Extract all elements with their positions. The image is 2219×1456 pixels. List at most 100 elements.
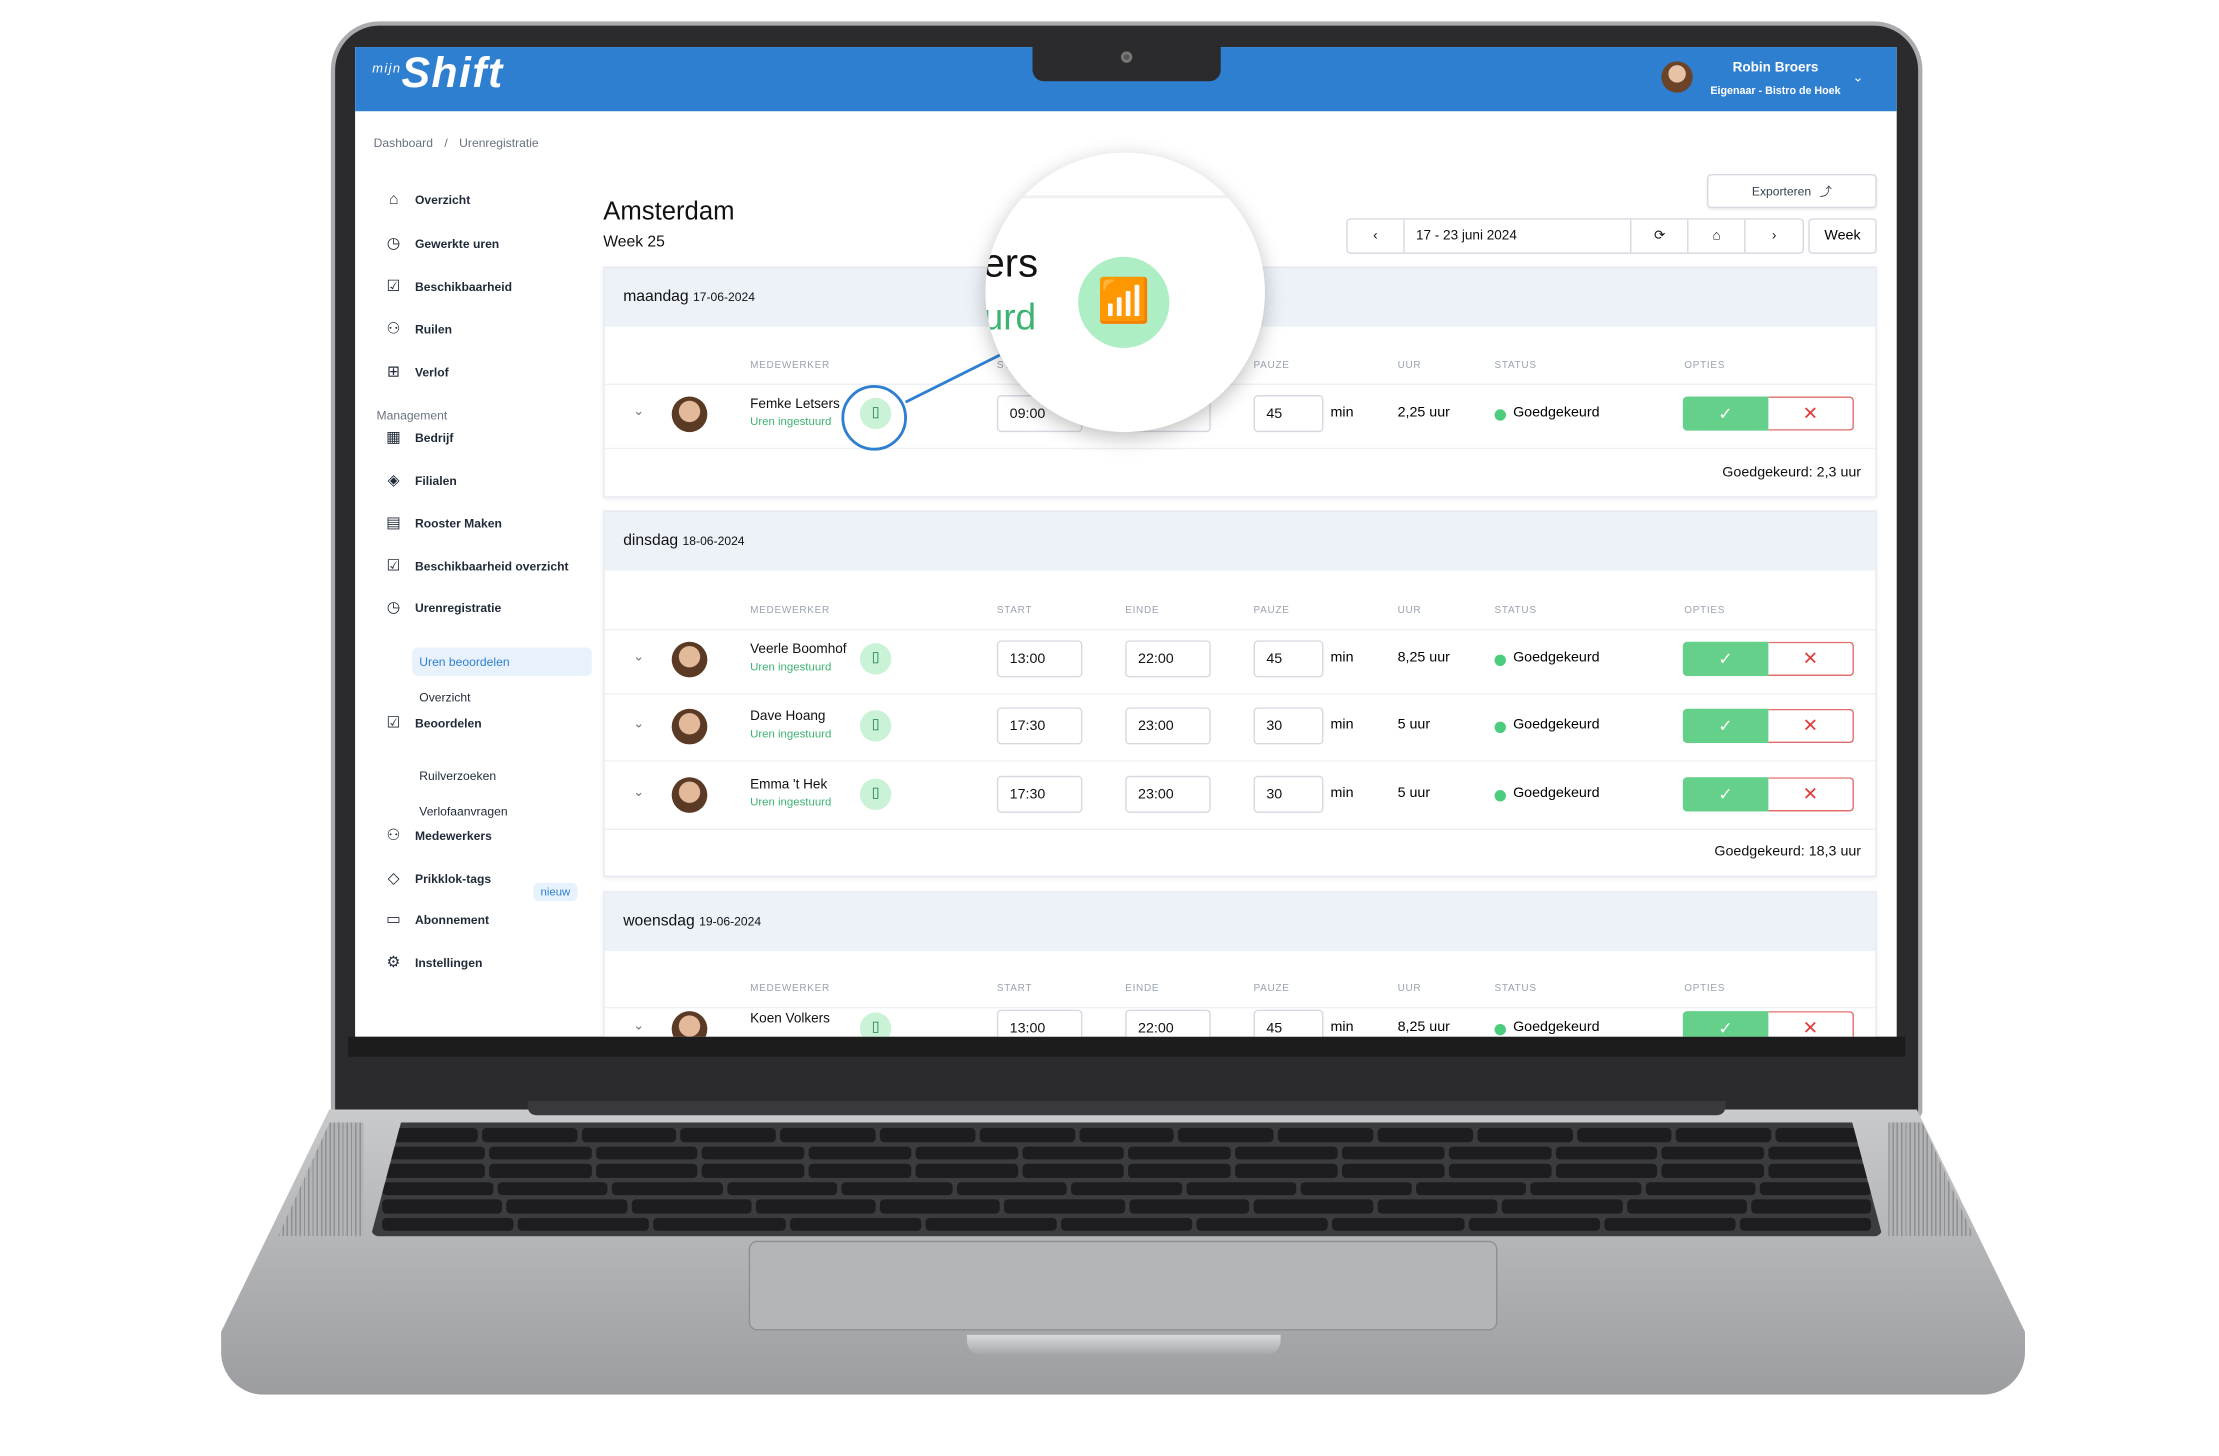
sidebar-item-rooster-maken[interactable]: ▤ Rooster Maken bbox=[384, 513, 502, 532]
pause-input[interactable]: 45 bbox=[1253, 1009, 1324, 1037]
approve-button[interactable]: ✓ bbox=[1682, 1011, 1769, 1037]
key bbox=[1477, 1128, 1573, 1142]
chevron-down-icon[interactable]: ⌄ bbox=[633, 715, 644, 731]
key bbox=[1768, 1163, 1871, 1178]
nfc-tag-icon: ▯ bbox=[859, 710, 892, 742]
export-button[interactable]: Exporteren ⤴ bbox=[1707, 173, 1877, 209]
employee-name[interactable]: Koen Volkers bbox=[750, 1011, 830, 1027]
sidebar-item-label: Beschikbaarheid bbox=[414, 278, 513, 294]
new-badge: nieuw bbox=[533, 882, 578, 902]
pause-unit: min bbox=[1330, 405, 1354, 421]
chevron-down-icon[interactable]: ⌄ bbox=[633, 784, 644, 799]
hours-value: 8,25 uur bbox=[1397, 650, 1450, 666]
pause-input[interactable]: 45 bbox=[1253, 395, 1324, 433]
day-total: Goedgekeurd: 18,3 uur bbox=[1714, 844, 1862, 860]
reject-button[interactable]: ✕ bbox=[1768, 641, 1854, 676]
start-time-input[interactable]: 17:30 bbox=[996, 775, 1083, 813]
end-time-input[interactable]: 23:00 bbox=[1125, 775, 1211, 813]
chevron-down-icon[interactable]: ⌄ bbox=[633, 403, 644, 418]
view-select[interactable]: Week bbox=[1808, 218, 1877, 254]
key bbox=[1377, 1128, 1473, 1142]
chevron-down-icon[interactable]: ⌄ bbox=[633, 1018, 644, 1033]
checkbox-icon: ☑ bbox=[386, 278, 401, 296]
breadcrumb-dashboard[interactable]: Dashboard bbox=[373, 135, 433, 150]
sidebar-item-abonnement[interactable]: ▭ Abonnement bbox=[384, 910, 489, 928]
sidebar-item-beoordelen[interactable]: ☑ Beoordelen bbox=[384, 713, 482, 731]
sidebar-item-ruilen[interactable]: ⚇ Ruilen bbox=[384, 319, 452, 338]
table-row: ⌄ Dave Hoang Uren ingestuurd ▯ 17:30 23:… bbox=[605, 697, 1876, 754]
column-header: OPTIES bbox=[1684, 360, 1726, 371]
column-header: START bbox=[996, 606, 1033, 617]
status-badge: Goedgekeurd bbox=[1513, 405, 1600, 421]
column-header: OPTIES bbox=[1684, 606, 1726, 617]
magnified-status: urd bbox=[985, 295, 1037, 338]
sidebar-sub-verlofaanvragen[interactable]: Verlofaanvragen bbox=[419, 804, 508, 819]
table-row: ⌄ Emma 't Hek Uren ingestuurd ▯ 17:30 23… bbox=[605, 766, 1876, 823]
next-week-button[interactable]: › bbox=[1771, 228, 1777, 244]
day-date: 17-06-2024 bbox=[692, 289, 756, 304]
sidebar-item-bedrijf[interactable]: ▦ Bedrijf bbox=[384, 428, 453, 446]
approve-button[interactable]: ✓ bbox=[1682, 641, 1769, 676]
sidebar-sub-ruilverzoeken[interactable]: Ruilverzoeken bbox=[419, 768, 497, 783]
chevron-down-icon[interactable]: ⌄ bbox=[1852, 69, 1864, 85]
sidebar-item-beschikbaarheid-overzicht[interactable]: ☑ Beschikbaarheid overzicht bbox=[384, 556, 569, 575]
pause-input[interactable]: 45 bbox=[1253, 640, 1324, 678]
start-time-input[interactable]: 17:30 bbox=[996, 707, 1083, 745]
trackpad bbox=[748, 1240, 1498, 1331]
sidebar-item-overzicht[interactable]: ⌂ Overzicht bbox=[384, 191, 471, 208]
sidebar-item-filialen[interactable]: ◈ Filialen bbox=[384, 471, 457, 489]
sidebar-sub-uren-beoordelen[interactable]: Uren beoordelen bbox=[419, 654, 510, 669]
sidebar-item-instellingen[interactable]: ⚙ Instellingen bbox=[384, 953, 483, 971]
sidebar-item-label: Beschikbaarheid overzicht bbox=[414, 558, 569, 573]
employee-name[interactable]: Femke Letsers bbox=[750, 396, 840, 413]
key bbox=[382, 1181, 493, 1196]
end-time-input[interactable]: 22:00 bbox=[1125, 1009, 1211, 1037]
key-row bbox=[382, 1128, 1871, 1142]
sidebar-item-gewerkte-uren[interactable]: ◷ Gewerkte uren bbox=[384, 234, 499, 252]
sidebar-item-label: Overzicht bbox=[414, 192, 471, 207]
employee-name[interactable]: Dave Hoang bbox=[750, 708, 826, 725]
sidebar-sub-overzicht[interactable]: Overzicht bbox=[419, 690, 471, 705]
table-row: ⌄ Koen Volkers ▯ 13:00 22:00 45 min 8,25… bbox=[605, 1000, 1876, 1037]
end-time-input[interactable]: 22:00 bbox=[1125, 640, 1211, 678]
start-time-input[interactable]: 13:00 bbox=[996, 1009, 1083, 1037]
breadcrumb-urenregistratie[interactable]: Urenregistratie bbox=[459, 135, 539, 150]
key bbox=[1022, 1145, 1125, 1160]
reject-button[interactable]: ✕ bbox=[1768, 1011, 1854, 1037]
employee-name[interactable]: Veerle Boomhof bbox=[750, 641, 847, 658]
refresh-icon[interactable]: ⟳ bbox=[1632, 219, 1689, 253]
sidebar-item-prikklok-tags[interactable]: ◇ Prikklok-tags bbox=[384, 868, 492, 887]
pause-input[interactable]: 30 bbox=[1253, 775, 1324, 813]
day-total: Goedgekeurd: 2,3 uur bbox=[1722, 464, 1862, 481]
user-avatar[interactable] bbox=[1661, 61, 1693, 93]
key bbox=[979, 1128, 1075, 1142]
employee-name[interactable]: Emma 't Hek bbox=[750, 777, 828, 793]
key bbox=[1004, 1199, 1125, 1213]
sidebar-item-medewerkers[interactable]: ⚇ Medewerkers bbox=[384, 826, 492, 844]
user-name[interactable]: Robin Broers bbox=[1732, 59, 1819, 76]
sidebar-item-label: Verlof bbox=[414, 364, 449, 379]
sidebar-item-beschikbaarheid[interactable]: ☑ Beschikbaarheid bbox=[384, 277, 513, 296]
reject-button[interactable]: ✕ bbox=[1768, 777, 1854, 812]
logo[interactable]: mijnShift bbox=[372, 49, 504, 97]
approve-button[interactable]: ✓ bbox=[1682, 396, 1769, 431]
status-dot bbox=[1494, 654, 1506, 666]
approve-button[interactable]: ✓ bbox=[1682, 777, 1769, 812]
status-dot bbox=[1494, 790, 1506, 802]
reject-button[interactable]: ✕ bbox=[1768, 396, 1854, 431]
end-time-input[interactable]: 23:00 bbox=[1125, 707, 1211, 745]
approve-button[interactable]: ✓ bbox=[1682, 708, 1769, 743]
pause-input[interactable]: 30 bbox=[1253, 707, 1324, 745]
sidebar-item-label: Instellingen bbox=[414, 954, 483, 970]
reject-button[interactable]: ✕ bbox=[1768, 708, 1854, 743]
home-icon[interactable]: ⌂ bbox=[1689, 219, 1746, 253]
prev-week-button[interactable]: ‹ bbox=[1348, 219, 1405, 253]
sidebar-item-urenregistratie[interactable]: ◷ Urenregistratie bbox=[384, 598, 501, 616]
start-time-input[interactable]: 13:00 bbox=[996, 640, 1083, 678]
key bbox=[1128, 1199, 1249, 1213]
key bbox=[1235, 1163, 1338, 1178]
sidebar-item-verlof[interactable]: ⊞ Verlof bbox=[384, 362, 449, 381]
status-badge: Goedgekeurd bbox=[1513, 717, 1600, 734]
date-range[interactable]: 17 - 23 juni 2024 bbox=[1405, 219, 1633, 253]
chevron-down-icon[interactable]: ⌄ bbox=[633, 648, 644, 664]
